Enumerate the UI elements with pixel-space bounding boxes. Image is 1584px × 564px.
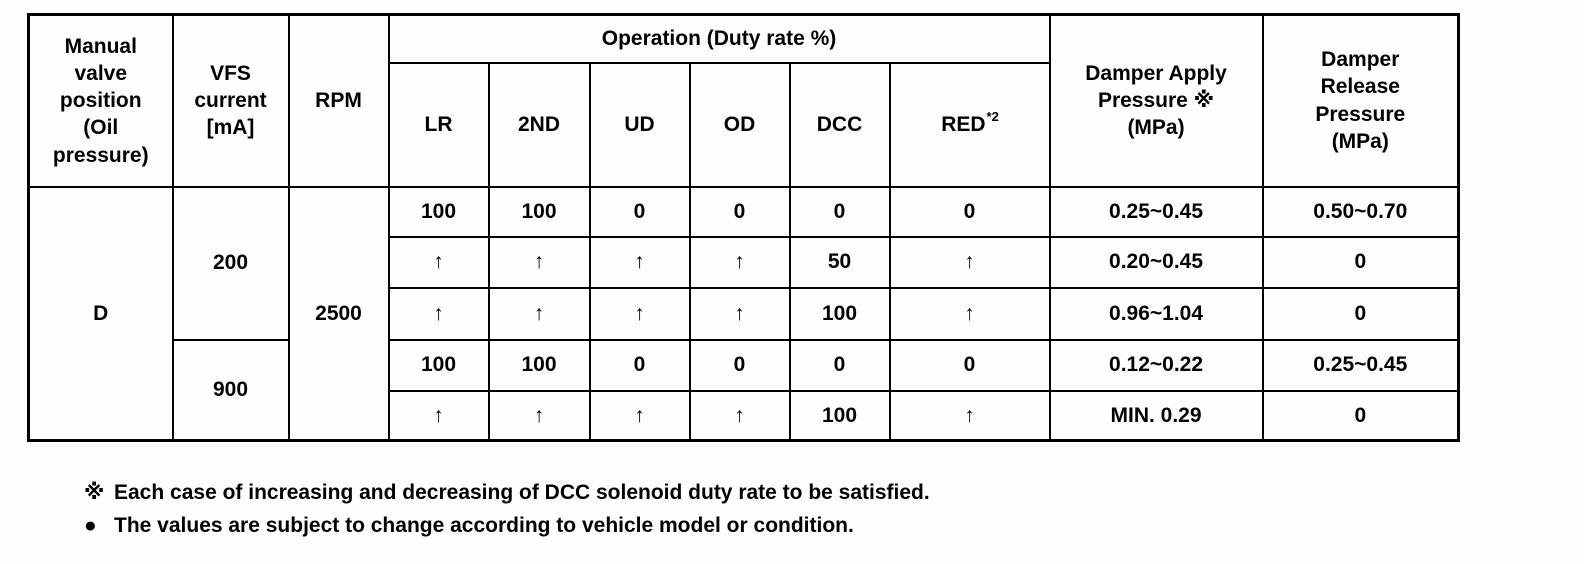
duty-cell: 100 bbox=[487, 338, 591, 392]
vfs-current-200-cell: 200 bbox=[171, 185, 290, 341]
footnote-row: ● The values are subject to change accor… bbox=[84, 509, 930, 542]
damper-apply-cell: MIN. 0.29 bbox=[1048, 389, 1264, 442]
duty-cell: ↑ bbox=[487, 286, 591, 341]
duty-cell: ↑ bbox=[387, 389, 490, 442]
duty-cell: 100 bbox=[387, 338, 490, 392]
valve-position-cell: D bbox=[27, 185, 174, 442]
header-manual-valve-position: Manual valve position (Oil pressure) bbox=[27, 13, 174, 188]
reference-mark-icon: ※ bbox=[84, 481, 105, 504]
duty-cell: ↑ bbox=[487, 235, 591, 289]
damper-release-cell: 0.50~0.70 bbox=[1261, 185, 1460, 238]
table-row: ↑ ↑ ↑ ↑ 50 ↑ 0.20~0.45 0 bbox=[29, 235, 1460, 289]
duty-cell: 100 bbox=[387, 185, 490, 238]
duty-cell: 100 bbox=[487, 185, 591, 238]
header-col-ud: UD bbox=[588, 61, 691, 188]
duty-cell: ↑ bbox=[387, 235, 490, 289]
footnote-row: ※ Each case of increasing and decreasing… bbox=[84, 476, 930, 509]
header-damper-release-pressure: Damper Release Pressure (MPa) bbox=[1261, 13, 1460, 188]
duty-cell: 0 bbox=[888, 338, 1051, 392]
footnote-text: Each case of increasing and decreasing o… bbox=[114, 481, 930, 504]
duty-cell: ↑ bbox=[588, 389, 691, 442]
duty-cell: ↑ bbox=[588, 286, 691, 341]
duty-cell: 0 bbox=[888, 185, 1051, 238]
damper-apply-cell: 0.20~0.45 bbox=[1048, 235, 1264, 289]
duty-cell: ↑ bbox=[888, 389, 1051, 442]
damper-release-cell: 0 bbox=[1261, 235, 1460, 289]
duty-cell: ↑ bbox=[688, 235, 791, 289]
duty-cell: 100 bbox=[788, 286, 891, 341]
bullet-icon: ● bbox=[84, 514, 97, 537]
duty-cell: 0 bbox=[588, 185, 691, 238]
duty-cell: ↑ bbox=[888, 286, 1051, 341]
duty-cell: 0 bbox=[788, 185, 891, 238]
damper-apply-cell: 0.12~0.22 bbox=[1048, 338, 1264, 392]
header-col-lr: LR bbox=[387, 61, 490, 188]
table-row: ↑ ↑ ↑ ↑ 100 ↑ MIN. 0.29 0 bbox=[29, 389, 1460, 442]
damper-apply-cell: 0.96~1.04 bbox=[1048, 286, 1264, 341]
header-vfs-current: VFS current [mA] bbox=[171, 13, 290, 188]
header-rpm: RPM bbox=[287, 13, 390, 188]
header-row-group: Manual valve position (Oil pressure) VFS… bbox=[27, 13, 1460, 188]
duty-cell: 0 bbox=[688, 338, 791, 392]
duty-cell: ↑ bbox=[688, 389, 791, 442]
damper-release-cell: 0 bbox=[1261, 389, 1460, 442]
damper-release-cell: 0 bbox=[1261, 286, 1460, 341]
duty-cell: ↑ bbox=[888, 235, 1051, 289]
damper-release-cell: 0.25~0.45 bbox=[1261, 338, 1460, 392]
vfs-current-900-cell: 900 bbox=[171, 338, 290, 442]
footnote-text: The values are subject to change accordi… bbox=[114, 514, 854, 537]
duty-cell: 0 bbox=[688, 185, 791, 238]
duty-cell: ↑ bbox=[387, 286, 490, 341]
header-operation-duty-rate: Operation (Duty rate %) bbox=[387, 13, 1051, 64]
duty-cell: ↑ bbox=[588, 235, 691, 289]
duty-cell: 0 bbox=[588, 338, 691, 392]
header-col-red-footnote-ref: *2 bbox=[986, 108, 999, 124]
header-col-2nd: 2ND bbox=[487, 61, 591, 188]
header-damper-apply-pressure: Damper Apply Pressure ※ (MPa) bbox=[1048, 13, 1264, 188]
table-row: ↑ ↑ ↑ ↑ 100 ↑ 0.96~1.04 0 bbox=[29, 286, 1460, 341]
duty-cell: 50 bbox=[788, 235, 891, 289]
duty-cell: ↑ bbox=[688, 286, 791, 341]
damper-apply-cell: 0.25~0.45 bbox=[1048, 185, 1264, 238]
header-col-dcc: DCC bbox=[788, 61, 891, 188]
duty-cell: 100 bbox=[788, 389, 891, 442]
header-col-od: OD bbox=[688, 61, 791, 188]
table-row: 900 100 100 0 0 0 0 0.12~0.22 0.25~0.45 bbox=[29, 338, 1460, 442]
header-row-operation-cols: LR 2ND UD OD DCC RED*2 bbox=[29, 61, 1459, 188]
header-col-red-label: RED bbox=[941, 112, 986, 136]
duty-cell: ↑ bbox=[487, 389, 591, 442]
table-row: D 200 2500 100 100 0 0 0 0 0.25~0.45 0.5… bbox=[27, 185, 1460, 442]
duty-cell: 0 bbox=[788, 338, 891, 392]
rpm-value-cell: 2500 bbox=[287, 185, 390, 442]
header-col-red: RED*2 bbox=[888, 61, 1051, 188]
hydraulic-pressure-table: Manual valve position (Oil pressure) VFS… bbox=[27, 13, 1461, 442]
footnotes: ※ Each case of increasing and decreasing… bbox=[84, 476, 930, 542]
